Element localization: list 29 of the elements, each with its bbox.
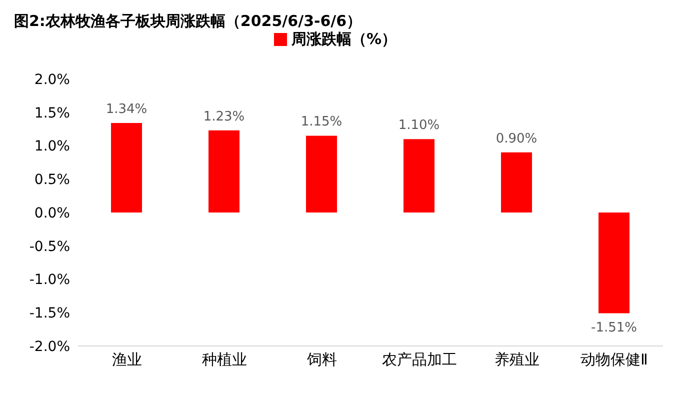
y-tick-label: -2.0% <box>29 338 70 355</box>
y-tick-label: 0.0% <box>34 205 70 222</box>
data-label: 1.10% <box>398 118 440 134</box>
y-tick-label: 0.5% <box>34 172 70 188</box>
bar <box>111 123 142 212</box>
y-tick-label: 1.0% <box>34 138 70 155</box>
bar <box>501 152 532 212</box>
y-tick-label: -0.5% <box>29 238 70 255</box>
y-tick-label: 1.5% <box>34 105 70 122</box>
data-label: 1.23% <box>203 109 245 124</box>
data-label: 1.15% <box>300 114 342 130</box>
data-label: -1.51% <box>591 320 637 336</box>
chart-title: 图2:农林牧渔各子板块周涨跌幅（2025/6/3-6/6） <box>14 12 362 31</box>
x-tick-label: 农产品加工 <box>382 350 457 369</box>
legend-label: 周涨跌幅（%） <box>291 30 397 48</box>
bar <box>306 136 337 212</box>
bar <box>598 212 630 314</box>
y-tick-label: -1.5% <box>29 306 70 322</box>
y-tick-label: -1.0% <box>29 272 70 288</box>
y-tick-label: 2.0% <box>34 72 70 88</box>
bar <box>404 139 434 212</box>
x-tick-label: 饲料 <box>306 350 337 369</box>
data-label: 0.90% <box>496 131 538 146</box>
x-tick-label: 种植业 <box>202 350 247 369</box>
x-tick-label: 养殖业 <box>494 350 540 369</box>
bar <box>208 130 240 212</box>
data-label: 1.34% <box>106 102 148 118</box>
x-tick-label: 动物保健Ⅱ <box>580 350 648 369</box>
x-tick-label: 渔业 <box>112 350 142 369</box>
